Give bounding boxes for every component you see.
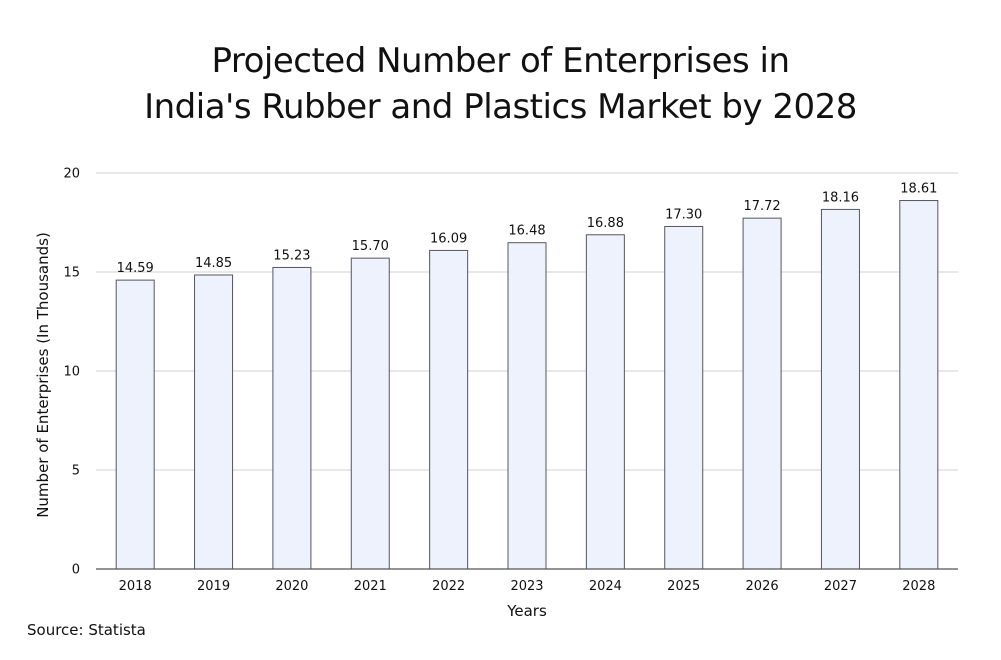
data-label: 15.70 (352, 239, 389, 254)
y-axis-title: Number of Enterprises (In Thousands) (34, 232, 52, 518)
data-label: 15.23 (273, 248, 310, 263)
x-tick-label: 2019 (197, 579, 230, 594)
bar (194, 274, 234, 570)
data-label: 18.16 (822, 190, 859, 205)
x-axis-title: Years (506, 602, 547, 620)
x-tick-label: 2020 (275, 579, 308, 594)
data-label: 17.72 (743, 199, 780, 214)
bar (820, 208, 860, 570)
x-tick-label: 2023 (510, 579, 543, 594)
data-label: 18.61 (900, 182, 937, 197)
bar (585, 234, 625, 570)
bar (507, 242, 547, 570)
chart-title-line-2: India's Rubber and Plastics Market by 20… (144, 87, 857, 127)
x-tick-label: 2018 (119, 579, 152, 594)
bars (115, 200, 939, 570)
source-note: Source: Statista (27, 621, 146, 639)
labels: 0 5 10 15 20 14.59 2018 14.85 2019 15.23 2020 15.70… (34, 167, 937, 621)
y-tick-label: 10 (63, 365, 80, 380)
x-tick-label: 2027 (824, 579, 857, 594)
x-tick-label: 2024 (589, 579, 622, 594)
x-tick-label: 2025 (667, 579, 700, 594)
x-tick-label: 2026 (746, 579, 779, 594)
bar (350, 257, 390, 570)
chart-title: Projected Number of Enterprises in India… (0, 38, 1001, 130)
x-tick-label: 2022 (432, 579, 465, 594)
data-label: 16.88 (587, 216, 624, 231)
bar (272, 266, 312, 570)
data-label: 14.85 (195, 256, 232, 271)
y-tick-label: 0 (72, 563, 80, 578)
y-tick-label: 15 (63, 266, 80, 281)
bar (664, 225, 704, 570)
y-tick-label: 20 (63, 167, 80, 182)
data-label: 17.30 (665, 207, 702, 222)
x-tick-label: 2028 (902, 579, 935, 594)
bar (742, 217, 782, 570)
chart-title-line-1: Projected Number of Enterprises in (211, 41, 790, 81)
bar (429, 249, 469, 570)
bar (899, 200, 939, 570)
data-label: 16.09 (430, 231, 467, 246)
bar (115, 279, 155, 570)
x-tick-label: 2021 (354, 579, 387, 594)
y-tick-label: 5 (72, 464, 80, 479)
data-label: 16.48 (508, 224, 545, 239)
data-label: 14.59 (117, 261, 154, 276)
